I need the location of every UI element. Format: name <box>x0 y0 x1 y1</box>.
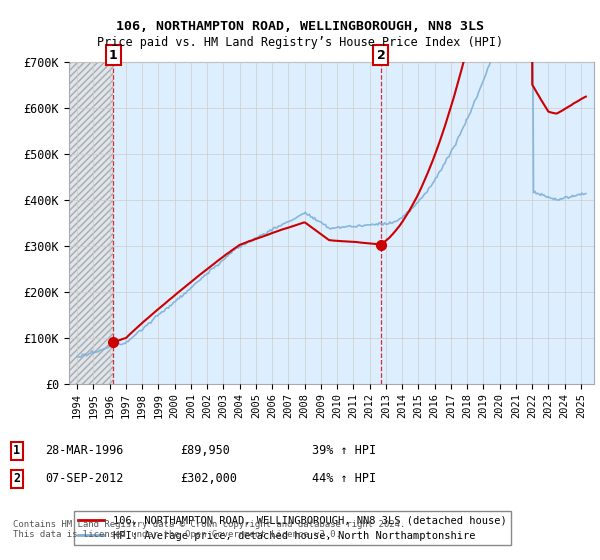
Text: 1: 1 <box>13 444 20 458</box>
Text: Price paid vs. HM Land Registry’s House Price Index (HPI): Price paid vs. HM Land Registry’s House … <box>97 36 503 49</box>
Text: 44% ↑ HPI: 44% ↑ HPI <box>312 472 376 486</box>
Text: £302,000: £302,000 <box>180 472 237 486</box>
Bar <box>69 62 113 384</box>
Text: 39% ↑ HPI: 39% ↑ HPI <box>312 444 376 458</box>
Text: 106, NORTHAMPTON ROAD, WELLINGBOROUGH, NN8 3LS: 106, NORTHAMPTON ROAD, WELLINGBOROUGH, N… <box>116 20 484 32</box>
Text: 2: 2 <box>13 472 20 486</box>
Text: 07-SEP-2012: 07-SEP-2012 <box>45 472 124 486</box>
Text: Contains HM Land Registry data © Crown copyright and database right 2024.
This d: Contains HM Land Registry data © Crown c… <box>13 520 406 539</box>
Text: 28-MAR-1996: 28-MAR-1996 <box>45 444 124 458</box>
Bar <box>69 62 113 384</box>
Legend: 106, NORTHAMPTON ROAD, WELLINGBOROUGH, NN8 3LS (detached house), HPI: Average pr: 106, NORTHAMPTON ROAD, WELLINGBOROUGH, N… <box>74 511 511 545</box>
Text: 1: 1 <box>109 49 118 62</box>
Text: 2: 2 <box>377 49 385 62</box>
Text: £89,950: £89,950 <box>180 444 230 458</box>
